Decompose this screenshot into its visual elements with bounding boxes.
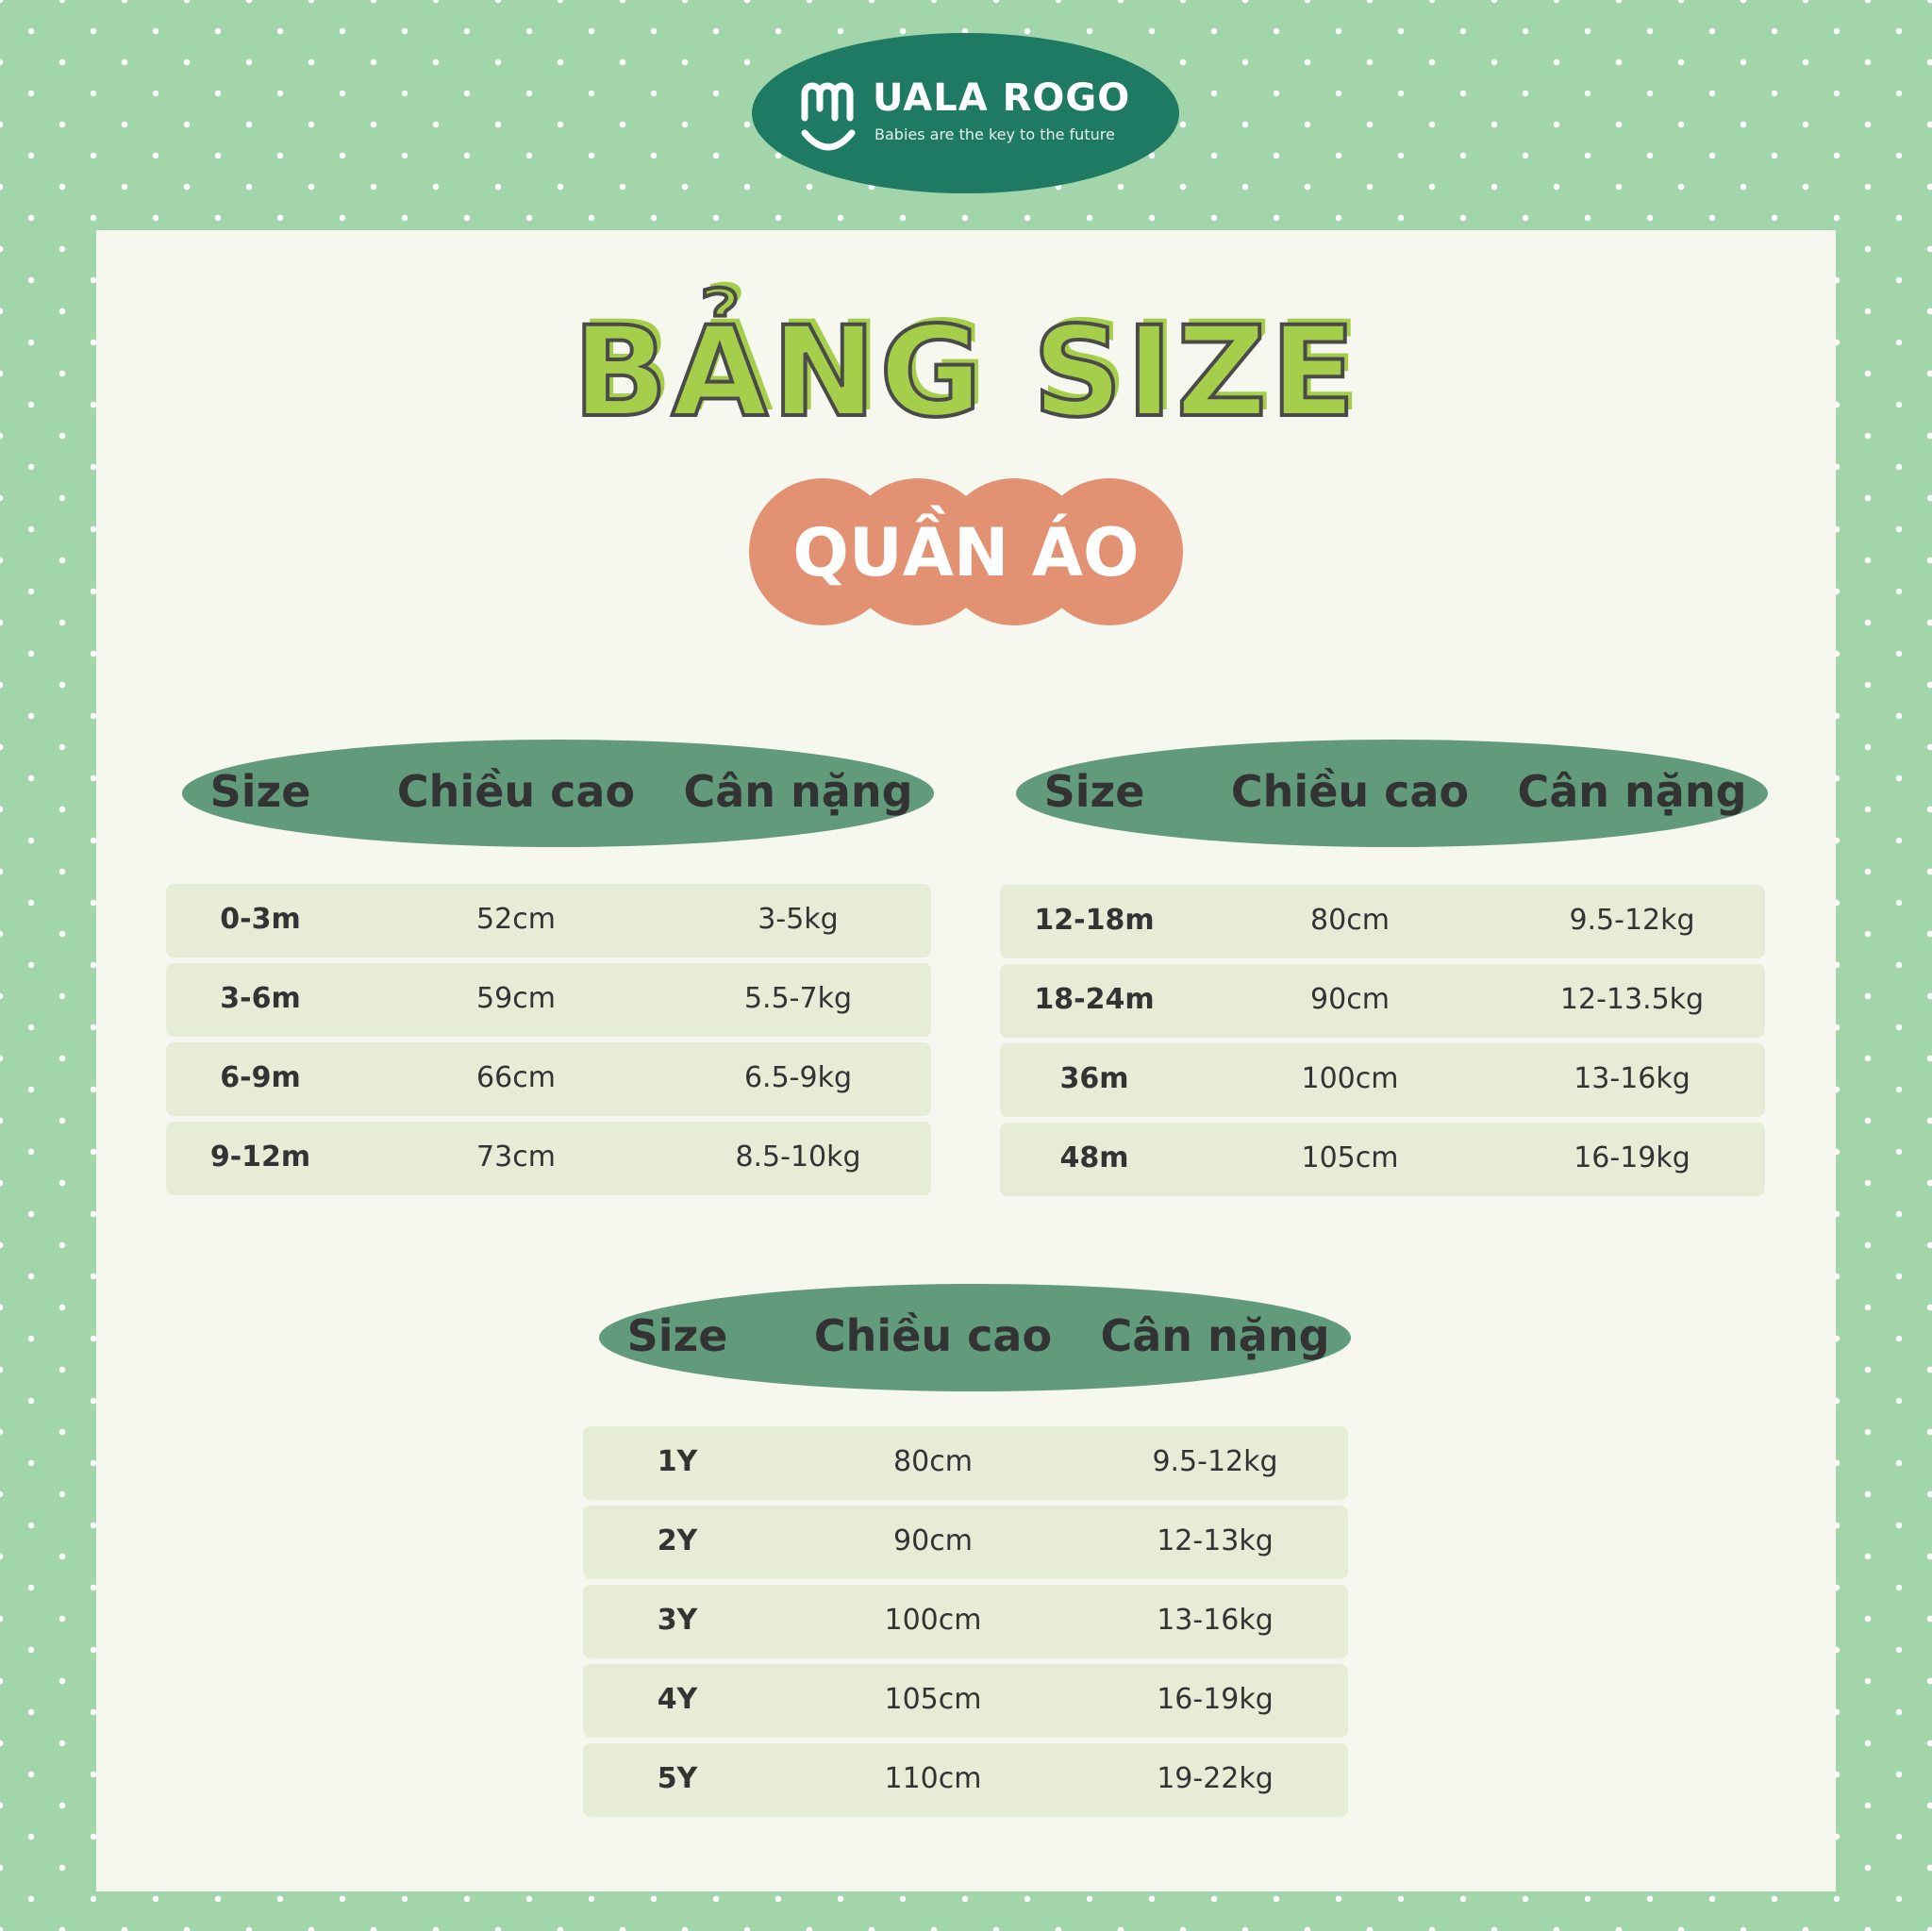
size-cell: 12-18m xyxy=(1034,904,1155,937)
table-row: 18-24m 90cm 12-13.5kg xyxy=(1000,964,1765,1038)
header-cell: Chiều cao xyxy=(396,766,636,817)
height-cell: 66cm xyxy=(476,1061,556,1094)
height-cell: 105cm xyxy=(884,1683,982,1716)
weight-cell: 16-19kg xyxy=(1574,1141,1690,1174)
table-row: 0-3m 52cm 3-5kg xyxy=(166,884,931,957)
table-row: 6-9m 66cm 6.5-9kg xyxy=(166,1042,931,1116)
size-cell: 18-24m xyxy=(1034,983,1155,1016)
size-cell: 3-6m xyxy=(220,982,301,1015)
header-cell: Chiều cao xyxy=(813,1310,1053,1361)
weight-cell: 19-22kg xyxy=(1157,1762,1274,1795)
height-cell: 80cm xyxy=(893,1445,973,1478)
category-label: QUẦN ÁO xyxy=(792,514,1140,591)
size-cell: 1Y xyxy=(657,1445,698,1478)
header-cell: Size xyxy=(626,1310,728,1361)
weight-cell: 5.5-7kg xyxy=(743,982,853,1015)
size-cell: 4Y xyxy=(657,1683,698,1716)
weight-cell: 12-13kg xyxy=(1157,1524,1274,1557)
header-cell: Cân nặng xyxy=(683,766,913,817)
size-cell: 36m xyxy=(1059,1062,1129,1095)
weight-cell: 12-13.5kg xyxy=(1559,983,1705,1016)
header-cell: Size xyxy=(209,766,311,817)
header-cell: Cân nặng xyxy=(1517,766,1747,817)
header-cell: Size xyxy=(1043,766,1145,817)
height-cell: 110cm xyxy=(884,1762,982,1795)
weight-cell: 16-19kg xyxy=(1157,1683,1274,1716)
height-cell: 73cm xyxy=(476,1140,556,1174)
height-cell: 100cm xyxy=(884,1604,982,1637)
page-title: BẢNG SIZE xyxy=(571,298,1359,447)
smile-logo-icon xyxy=(801,82,856,151)
table-row: 2Y 90cm 12-13kg xyxy=(583,1506,1348,1579)
height-cell: 100cm xyxy=(1301,1062,1399,1095)
height-cell: 90cm xyxy=(1310,983,1390,1016)
weight-cell: 9.5-12kg xyxy=(1152,1445,1278,1478)
table-row: 4Y 105cm 16-19kg xyxy=(583,1664,1348,1738)
weight-cell: 3-5kg xyxy=(758,903,839,936)
height-cell: 59cm xyxy=(476,982,556,1015)
height-cell: 52cm xyxy=(476,903,556,936)
size-cell: 6-9m xyxy=(220,1061,301,1094)
size-cell: 5Y xyxy=(657,1762,698,1795)
table-row: 3-6m 59cm 5.5-7kg xyxy=(166,963,931,1037)
brand-logo: UALA ROGO Babies are the key to the futu… xyxy=(752,33,1179,193)
table-row: 3Y 100cm 13-16kg xyxy=(583,1585,1348,1658)
header-cell: Chiều cao xyxy=(1230,766,1470,817)
category-badge: QUẦN ÁO xyxy=(749,478,1183,625)
weight-cell: 13-16kg xyxy=(1574,1062,1690,1095)
size-cell: 0-3m xyxy=(220,903,301,936)
table-row: 1Y 80cm 9.5-12kg xyxy=(583,1426,1348,1500)
table-row: 48m 105cm 16-19kg xyxy=(1000,1123,1765,1196)
size-cell: 2Y xyxy=(657,1524,698,1557)
table-header: Size Chiều cao Cân nặng xyxy=(1016,740,1768,847)
height-cell: 105cm xyxy=(1301,1141,1399,1174)
weight-cell: 6.5-9kg xyxy=(743,1061,853,1094)
height-cell: 80cm xyxy=(1310,904,1390,937)
table-header: Size Chiều cao Cân nặng xyxy=(599,1284,1351,1391)
table-row: 36m 100cm 13-16kg xyxy=(1000,1043,1765,1117)
table-header: Size Chiều cao Cân nặng xyxy=(182,740,934,847)
table-row: 9-12m 73cm 8.5-10kg xyxy=(166,1122,931,1195)
size-cell: 48m xyxy=(1059,1141,1129,1174)
table-row: 5Y 110cm 19-22kg xyxy=(583,1743,1348,1817)
size-cell: 9-12m xyxy=(209,1140,311,1174)
header-cell: Cân nặng xyxy=(1100,1310,1330,1361)
weight-cell: 13-16kg xyxy=(1157,1604,1274,1637)
height-cell: 90cm xyxy=(893,1524,973,1557)
size-cell: 3Y xyxy=(657,1604,698,1637)
weight-cell: 9.5-12kg xyxy=(1569,904,1695,937)
brand-name: UALA ROGO xyxy=(873,76,1131,120)
table-row: 12-18m 80cm 9.5-12kg xyxy=(1000,885,1765,958)
brand-tagline: Babies are the key to the future xyxy=(874,125,1115,143)
weight-cell: 8.5-10kg xyxy=(735,1140,861,1174)
